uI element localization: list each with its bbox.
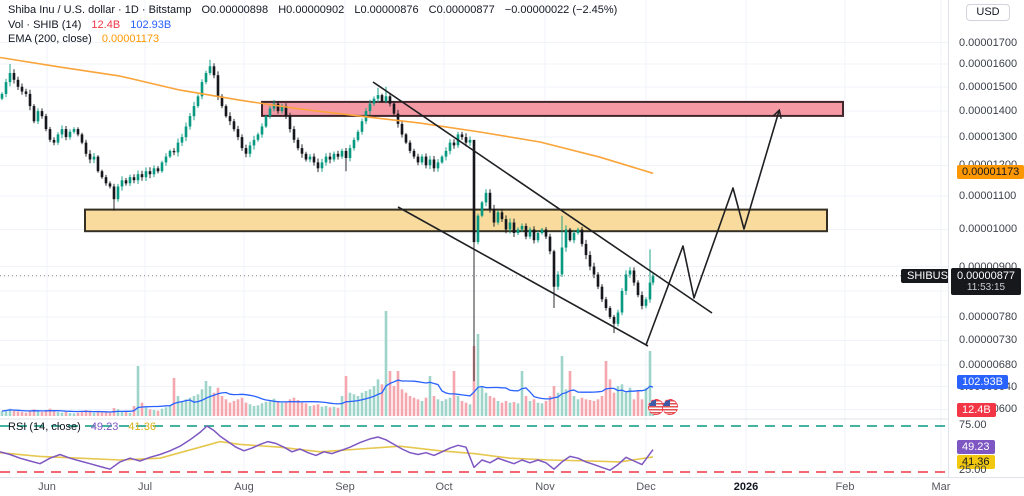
support-zone [84, 208, 828, 233]
volume-badge: 12.4B [957, 403, 996, 417]
ohlc-change: −0.00000022 (−2.45%) [504, 4, 618, 16]
legend-volume-row[interactable]: Vol · SHIB (14) 12.4B 102.93B [8, 19, 617, 33]
time-tick-label[interactable]: Mar [931, 481, 951, 493]
price-tick-label: 0.00001700 [959, 37, 1018, 49]
trend-drawings[interactable] [372, 81, 779, 347]
channel-upper [372, 81, 713, 314]
price-tick-label: 0.00001000 [959, 223, 1018, 235]
volume-ma-badge: 102.93B [957, 375, 1008, 389]
ema-current-value: 0.00001173 [101, 33, 160, 45]
bar-countdown: 11:53:15 [966, 282, 1006, 293]
time-tick-label[interactable]: Oct [435, 481, 453, 493]
rsi-ma-line [0, 440, 654, 463]
ema-indicator-label: EMA (200, close) [8, 33, 92, 45]
symbol-title: Shiba Inu / U.S. dollar · 1D · Bitstamp [8, 4, 192, 16]
time-tick-label[interactable]: 2026 [733, 481, 759, 493]
time-tick-label[interactable]: Dec [636, 481, 656, 493]
volume-current-value: 12.4B [91, 18, 121, 31]
time-tick-label[interactable]: Sep [335, 481, 355, 493]
price-tick-label: 0.00000730 [959, 334, 1018, 346]
zone-drawings[interactable] [84, 100, 844, 233]
ohlc-high: H0.00000902 [278, 4, 345, 16]
ohlc-low: L0.00000876 [354, 4, 419, 16]
price-tick-label: 0.00001500 [959, 81, 1018, 93]
rsi-legend[interactable]: RSI (14, close) 49.23 41.36 [8, 421, 156, 433]
time-tick-label[interactable]: Nov [535, 481, 555, 493]
candles [0, 59, 655, 382]
legend-ema-row[interactable]: EMA (200, close) 0.00001173 [8, 33, 617, 47]
price-tick-label: 0.00000680 [959, 359, 1018, 371]
last-price-value: 0.00000877 [956, 270, 1016, 282]
ema-price-badge: 0.00001173 [957, 165, 1024, 179]
rsi-badge: 49.23 [957, 440, 995, 454]
rsi-indicator-label: RSI (14, close) [8, 421, 81, 433]
ohlc-open: O0.00000898 [201, 4, 269, 16]
time-tick-label[interactable]: Aug [234, 481, 254, 493]
price-tick-label: 0.00001600 [959, 58, 1018, 70]
price-tick-label: 0.00001100 [959, 190, 1017, 202]
time-tick-label[interactable]: Feb [835, 481, 855, 493]
resistance-zone [261, 100, 844, 117]
volume-ma-value: 102.93B [130, 18, 172, 31]
currency-toggle-button[interactable]: USD [966, 4, 1010, 21]
price-tick-label: 0.00001400 [959, 105, 1018, 117]
rsi-ma-badge: 41.36 [957, 455, 995, 469]
rsi-pane [0, 425, 948, 473]
price-tick-label: 0.00001300 [959, 131, 1018, 143]
time-tick-label[interactable]: Jul [137, 481, 153, 493]
volume-indicator-label: Vol · SHIB (14) [8, 18, 82, 31]
price-axis[interactable]: USD 0.00001700 0.00001600 0.00001500 0.0000… [948, 0, 1024, 477]
time-tick-label[interactable]: Jun [38, 481, 56, 493]
price-tick-label: 0.00000780 [959, 311, 1018, 323]
legend: Shiba Inu / U.S. dollar · 1D · Bitstamp … [8, 4, 617, 48]
rsi-lower-label: 25.00 [959, 464, 987, 476]
projection-zigzag-arrow [645, 111, 779, 346]
ohlc-close: C0.00000877 [428, 4, 495, 16]
legend-symbol-row[interactable]: Shiba Inu / U.S. dollar · 1D · Bitstamp … [8, 4, 617, 18]
us-flag-event-icon[interactable] [662, 399, 678, 415]
volume-bars [0, 311, 655, 416]
rsi-ma-value: 41.36 [128, 421, 156, 433]
rsi-upper-label: 75.00 [959, 419, 987, 431]
symbol-badge: SHIBUSD [901, 269, 962, 283]
channel-lower [397, 206, 649, 347]
rsi-value: 49.23 [90, 421, 119, 433]
rsi-line [0, 425, 654, 471]
time-axis[interactable]: Jun Jul Aug Sep Oct Nov Dec 2026 Feb Mar [0, 477, 1024, 496]
last-price-badge: 0.00000877 11:53:15 [951, 268, 1021, 295]
ema-line [0, 56, 654, 175]
volume-ma-line [1, 379, 654, 413]
